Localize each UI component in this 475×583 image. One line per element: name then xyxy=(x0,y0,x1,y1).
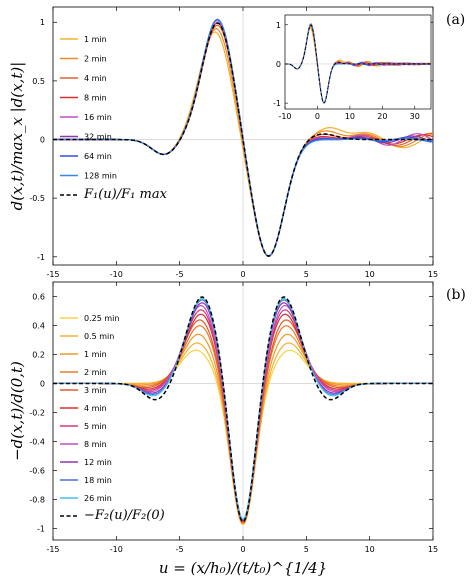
inset-x-tick-label: -10 xyxy=(278,112,291,121)
x-tick-label: -15 xyxy=(46,545,59,554)
y-tick-label: 0.2 xyxy=(32,350,45,359)
legend-label: 16 min xyxy=(84,113,112,122)
x-tick-label: -15 xyxy=(46,270,59,279)
y-tick-label: 0.5 xyxy=(32,77,45,86)
y-tick-label: 0 xyxy=(40,379,45,388)
inset-frame xyxy=(284,14,432,110)
x-tick-label: 5 xyxy=(304,545,309,554)
x-tick-label: 0 xyxy=(240,545,245,554)
inset-series-line xyxy=(285,24,431,104)
panel-b-series xyxy=(53,296,433,526)
y-tick-label: -0.6 xyxy=(29,466,45,475)
panel-b-legend: 0.25 min 0.5 min 1 min 2 min 3 min 4 min 5 min… xyxy=(60,314,165,523)
legend-label: 26 min xyxy=(84,494,112,503)
x-tick-label: -5 xyxy=(176,270,184,279)
inset-y-tick-label: 1 xyxy=(276,21,281,30)
x-tick-label: 5 xyxy=(304,270,309,279)
inset-x-tick-label: 10 xyxy=(345,112,355,121)
x-tick-label: 0 xyxy=(240,270,245,279)
y-tick-label: 1 xyxy=(40,18,45,27)
legend-label: 8 min xyxy=(84,440,107,449)
y-tick-label: -1 xyxy=(37,253,45,262)
panel-b-ticks: -15 -10 -5 0 5 10 15 -1 -0.8 -0.6 -0.4 -0.2 0 0.2 0.4 0… xyxy=(29,282,438,554)
legend-label: 8 min xyxy=(84,94,107,103)
y-axis-label-b: −d(x,t)/d(0,t) xyxy=(8,361,26,461)
y-tick-label: -0.5 xyxy=(29,194,45,203)
legend-label: 4 min xyxy=(84,74,107,83)
panel-label-b: (b) xyxy=(446,287,466,303)
y-axis-label-a: d(x,t)/max_x |d(x,t)| xyxy=(8,62,26,211)
legend-label: 5 min xyxy=(84,422,107,431)
legend-label: 64 min xyxy=(84,152,112,161)
x-tick-label: 10 xyxy=(365,270,375,279)
legend-label: 2 min xyxy=(84,368,107,377)
y-tick-label: 0.4 xyxy=(32,321,45,330)
panel-a-ticks: -15 -10 -5 0 5 10 15-1-0.500.51 xyxy=(29,7,438,279)
legend-label: 1 min xyxy=(84,35,107,44)
legend-label: 128 min xyxy=(84,172,117,181)
inset-y-tick-label: 0 xyxy=(276,60,281,69)
y-tick-label: -0.8 xyxy=(29,495,45,504)
x-tick-label: -5 xyxy=(176,545,184,554)
panel-label-a: (a) xyxy=(446,12,465,28)
y-tick-label: -0.2 xyxy=(29,408,45,417)
x-tick-label: -10 xyxy=(110,545,123,554)
legend-label: 4 min xyxy=(84,404,107,413)
legend-label: F₁(u)/F₁ max xyxy=(83,187,168,202)
legend-label: 3 min xyxy=(84,386,107,395)
legend-label: 0.25 min xyxy=(84,314,119,323)
inset-x-tick-label: 30 xyxy=(410,112,420,121)
inset-x-tick-label: 20 xyxy=(377,112,387,121)
panel-a-series xyxy=(53,18,434,258)
legend-label: 12 min xyxy=(84,458,112,467)
y-tick-label: -0.4 xyxy=(29,437,45,446)
x-tick-label: 15 xyxy=(428,270,438,279)
inset-series xyxy=(285,23,432,104)
series-line xyxy=(53,22,433,257)
x-tick-label: 15 xyxy=(428,545,438,554)
x-tick-label: -10 xyxy=(110,270,123,279)
x-axis-label: u = (x/h₀)/(t/t₀)^{1/4} xyxy=(159,559,327,577)
panel-a-legend: 1 min 2 min 4 min 8 min 16 min 32 min 64 min 12… xyxy=(60,35,168,202)
legend-label: 2 min xyxy=(84,55,107,64)
inset-x-tick-label: 0 xyxy=(315,112,320,121)
y-tick-label: 0 xyxy=(40,136,45,145)
legend-label: 32 min xyxy=(84,133,112,142)
legend-label: 1 min xyxy=(84,350,107,359)
y-tick-label: -1 xyxy=(37,524,45,533)
inset-y-tick-label: -1 xyxy=(273,99,281,108)
panel-b: -15 -10 -5 0 5 10 15 -1 -0.8 -0.6 -0.4 -0.2 0 0.2 0.4 0… xyxy=(8,281,466,554)
legend-label: −F₂(u)/F₂(0) xyxy=(84,508,165,523)
series-line xyxy=(53,297,433,520)
x-tick-label: 10 xyxy=(365,545,375,554)
inset-plot: -10 0 10 20 30-101 xyxy=(273,14,432,121)
legend-label: 18 min xyxy=(84,476,112,485)
legend-label: 0.5 min xyxy=(84,332,114,341)
y-tick-label: 0.6 xyxy=(32,292,45,301)
inset-ticks: -10 0 10 20 30-101 xyxy=(273,21,420,121)
